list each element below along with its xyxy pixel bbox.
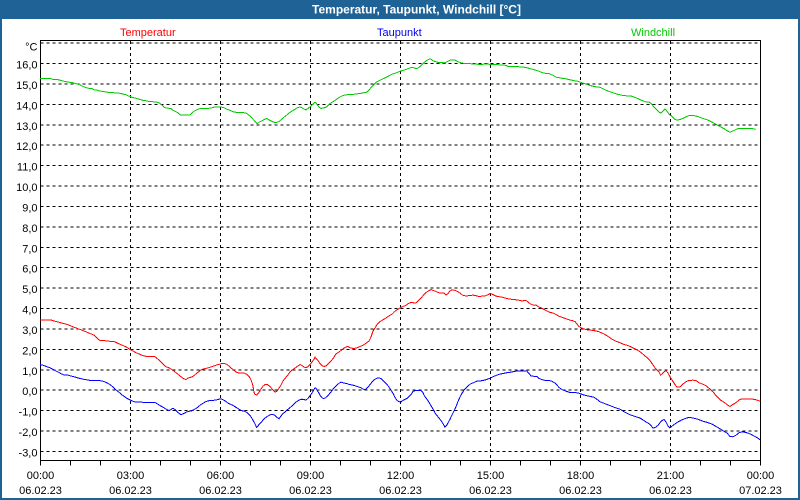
svg-text:00:00: 00:00: [747, 470, 775, 482]
svg-text:00:00: 00:00: [27, 470, 55, 482]
svg-text:11,0: 11,0: [17, 162, 38, 174]
svg-text:18:00: 18:00: [567, 470, 595, 482]
svg-text:06.02.23: 06.02.23: [109, 485, 152, 497]
svg-text:06.02.23: 06.02.23: [199, 485, 242, 497]
svg-text:14,0: 14,0: [16, 100, 37, 112]
svg-text:06.02.23: 06.02.23: [379, 485, 422, 497]
svg-text:Temperatur: Temperatur: [120, 27, 176, 39]
svg-text:07.02.23: 07.02.23: [739, 485, 782, 497]
svg-text:15:00: 15:00: [477, 470, 505, 482]
svg-text:12,0: 12,0: [16, 141, 37, 153]
svg-text:09:00: 09:00: [297, 470, 325, 482]
svg-text:2,0: 2,0: [22, 345, 37, 357]
svg-text:5,0: 5,0: [22, 284, 37, 296]
svg-text:06.02.23: 06.02.23: [649, 485, 692, 497]
svg-text:15,0: 15,0: [16, 80, 37, 92]
svg-text:8,0: 8,0: [22, 223, 37, 235]
svg-text:12:00: 12:00: [387, 470, 415, 482]
svg-text:06.02.23: 06.02.23: [289, 485, 332, 497]
svg-text:10,0: 10,0: [16, 182, 37, 194]
svg-text:3,0: 3,0: [22, 325, 37, 337]
svg-text:-1,0: -1,0: [19, 407, 38, 419]
svg-text:-3,0: -3,0: [19, 448, 38, 460]
svg-text:4,0: 4,0: [22, 305, 37, 317]
svg-text:0,0: 0,0: [22, 386, 37, 398]
svg-text:Temperatur, Taupunkt, Windchil: Temperatur, Taupunkt, Windchill [°C]: [312, 2, 521, 16]
svg-text:Taupunkt: Taupunkt: [377, 27, 422, 39]
svg-text:03:00: 03:00: [117, 470, 145, 482]
svg-text:7,0: 7,0: [22, 243, 37, 255]
svg-text:06:00: 06:00: [207, 470, 235, 482]
svg-text:13,0: 13,0: [16, 121, 37, 133]
svg-text:1,0: 1,0: [22, 366, 37, 378]
svg-text:06.02.23: 06.02.23: [19, 485, 62, 497]
svg-text:6,0: 6,0: [22, 264, 37, 276]
svg-text:°C: °C: [25, 41, 37, 53]
svg-text:16,0: 16,0: [16, 60, 37, 72]
svg-text:9,0: 9,0: [22, 202, 37, 214]
svg-text:Windchill: Windchill: [631, 27, 675, 39]
svg-text:06.02.23: 06.02.23: [559, 485, 602, 497]
svg-text:21:00: 21:00: [657, 470, 685, 482]
svg-text:06.02.23: 06.02.23: [469, 485, 512, 497]
svg-text:-2,0: -2,0: [19, 427, 38, 439]
